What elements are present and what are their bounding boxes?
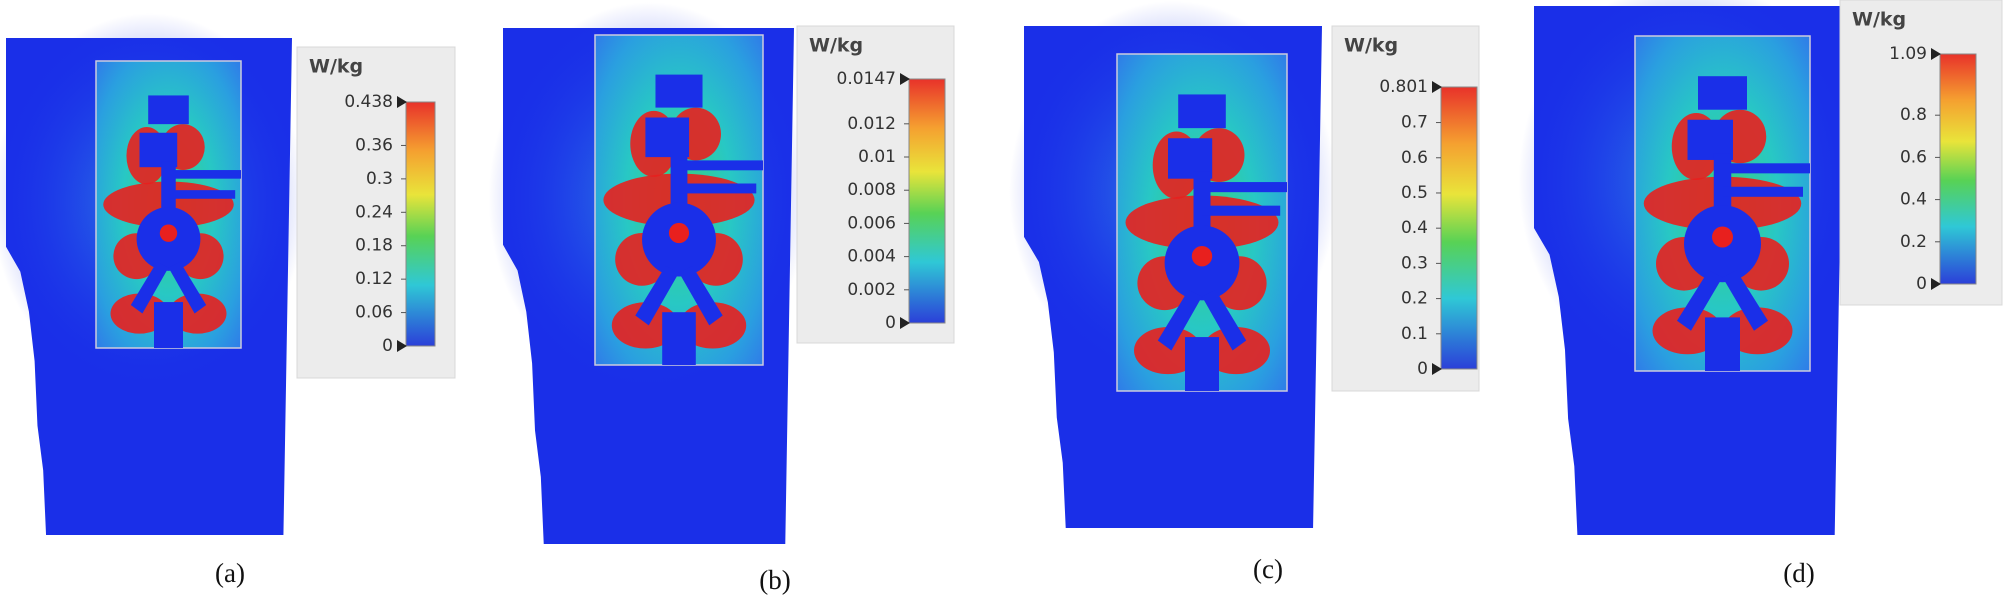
panel: W/kg 0.0147 0.012 0.01 0.008 0.006 0.004 0.002 0… [488,2,955,595]
panel: W/kg 1.09 0.8 0.6 0.4 0.2 0 (d) [1518,0,2003,588]
stub [1202,182,1287,193]
colorbar [1939,53,1977,285]
leg [1722,270,1768,331]
tick-label: 0.36 [355,135,393,155]
leg [168,261,207,314]
stub [1722,163,1810,174]
tick-label: 0.4 [1401,218,1428,238]
tick-label: 0 [382,336,393,356]
tick-arrow [397,340,407,352]
tick-label: 0.7 [1401,113,1428,133]
tick-label: 0.438 [344,92,393,112]
tick-label: 0 [1417,359,1428,379]
tick-label: 0.3 [366,169,393,189]
ring-hole [1712,226,1733,248]
panel: W/kg 0.801 0.7 0.6 0.5 0.4 0.3 0.2 0.1 0 (c) [1009,0,1480,584]
caption: (a) [215,558,245,588]
caption: (b) [759,565,790,595]
tick-label: 0.6 [1401,148,1428,168]
tick-label: 0.2 [1401,289,1428,309]
stub [168,170,241,179]
stub [168,190,236,199]
ring-hole [1191,246,1213,267]
tick-label: 0.18 [355,236,393,256]
unit-label: W/kg [809,35,863,57]
leg [1157,289,1202,351]
tick-label: 0.06 [355,303,393,323]
leg [679,266,723,326]
tick-arrow [900,73,910,85]
tick-label: 0.24 [355,202,393,222]
stub [679,183,757,194]
tick-arrow [1931,278,1941,290]
tick-label: 0.006 [847,213,896,233]
tick-arrow [397,96,407,108]
tick-label: 0.01 [858,147,896,167]
ring-hole [159,224,178,242]
tick-label: 0 [1916,274,1927,294]
feed [1705,317,1740,371]
feed [154,302,183,348]
leg [1202,289,1247,351]
tick-label: 0.5 [1401,183,1428,203]
patch [1698,76,1747,110]
unit-label: W/kg [1344,35,1398,57]
tick-label: 0.002 [847,280,896,300]
tick-label: 0.012 [847,114,896,134]
patch [1178,94,1226,129]
tick-arrow [1931,48,1941,60]
tick-arrow [1432,81,1442,93]
tick-arrow [1432,363,1442,375]
tick-label: 0.4 [1900,190,1927,210]
stub [679,160,763,171]
patch [655,74,703,108]
tick-label: 0 [885,313,896,333]
colorbar [1440,86,1478,370]
ring-hole [668,222,690,244]
colorbar [405,101,436,347]
tick-label: 0.1 [1401,324,1428,344]
tick-label: 0.008 [847,180,896,200]
unit-label: W/kg [1852,9,1906,31]
tick-label: 0.8 [1900,105,1927,125]
stub [1202,205,1281,216]
caption: (d) [1783,558,1814,588]
caption: (c) [1253,554,1283,584]
tick-label: 0.6 [1900,147,1927,167]
leg [635,266,679,326]
tick-label: 0.12 [355,269,393,289]
tick-arrow [900,317,910,329]
tick-label: 0.801 [1379,77,1428,97]
feed [1185,337,1219,391]
unit-label: W/kg [309,56,363,78]
feed [662,312,696,365]
tick-label: 0.2 [1900,232,1927,252]
tick-label: 1.09 [1889,44,1927,64]
patch [148,95,189,125]
leg [1677,270,1723,331]
panel: W/kg 0.438 0.36 0.3 0.24 0.18 0.12 0.06 0 (a) [0,13,456,588]
tick-label: 0.0147 [837,69,896,89]
tick-label: 0.3 [1401,253,1428,273]
stub [1722,186,1803,197]
leg [130,261,169,314]
tick-label: 0.004 [847,247,896,267]
colorbar [908,78,946,324]
